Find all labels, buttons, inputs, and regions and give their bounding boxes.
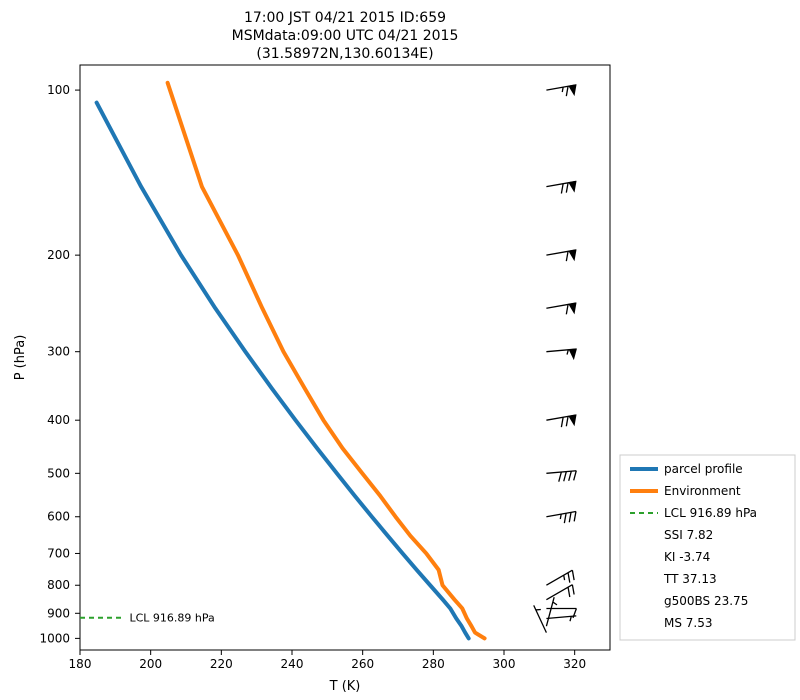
ytick-label: 100 [47, 83, 70, 97]
ytick-label: 600 [47, 510, 70, 524]
wind-barb [546, 471, 577, 483]
ytick-label: 700 [47, 546, 70, 560]
title-line3: (31.58972N,130.60134E) [256, 46, 433, 62]
ytick-label: 800 [47, 578, 70, 592]
axes-frame [80, 65, 610, 650]
wind-barb [546, 349, 577, 361]
wind-barb [546, 616, 576, 623]
ylabel: P (hPa) [13, 335, 28, 381]
legend-label: Environment [664, 484, 741, 498]
xtick-label: 220 [210, 657, 233, 671]
wind-barb [546, 85, 577, 99]
xtick-label: 300 [493, 657, 516, 671]
legend-box [620, 455, 795, 640]
ytick-label: 300 [47, 345, 70, 359]
legend-text: TT 37.13 [663, 572, 717, 586]
wind-barb [546, 585, 577, 608]
legend-text: MS 7.53 [664, 616, 713, 630]
legend-text: KI -3.74 [664, 550, 710, 564]
ytick-label: 900 [47, 606, 70, 620]
wind-barb [546, 570, 577, 593]
legend-text: SSI 7.82 [664, 528, 713, 542]
xlabel: T (K) [329, 679, 361, 694]
wind-barb [546, 597, 558, 627]
xtick-label: 240 [281, 657, 304, 671]
wind-barb [546, 181, 577, 195]
wind-barb [546, 250, 577, 264]
wind-barb [546, 303, 577, 317]
xtick-label: 260 [351, 657, 374, 671]
xtick-label: 280 [422, 657, 445, 671]
ytick-label: 500 [47, 466, 70, 480]
wind-barb [546, 415, 577, 429]
xtick-label: 320 [563, 657, 586, 671]
ytick-label: 200 [47, 248, 70, 262]
wind-barb [546, 512, 577, 526]
ytick-label: 1000 [39, 631, 70, 645]
xtick-label: 200 [139, 657, 162, 671]
legend-label: LCL 916.89 hPa [664, 506, 757, 520]
legend-text: g500BS 23.75 [664, 594, 748, 608]
skewt-chart: 180 200 220 240 260 280 300 320 100 200 300 400 500 6… [0, 0, 800, 700]
title-line2: MSMdata:09:00 UTC 04/21 2015 [232, 28, 459, 44]
parcel-profile-line [97, 103, 469, 639]
ytick-label: 400 [47, 413, 70, 427]
lcl-annotation: LCL 916.89 hPa [129, 612, 214, 625]
xtick-label: 180 [69, 657, 92, 671]
legend-label: parcel profile [664, 462, 743, 476]
title-line1: 17:00 JST 04/21 2015 ID:659 [244, 10, 446, 26]
environment-line [168, 83, 485, 639]
